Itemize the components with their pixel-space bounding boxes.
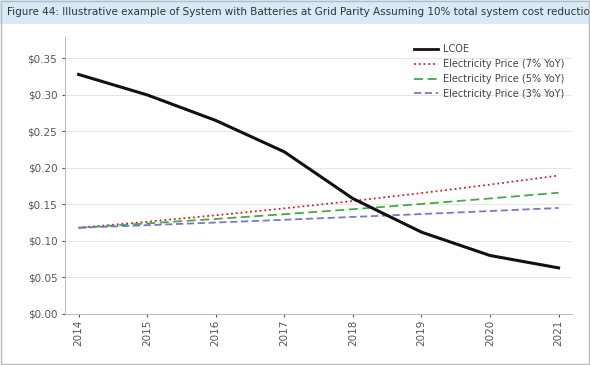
Legend: LCOE, Electricity Price (7% YoY), Electricity Price (5% YoY), Electricity Price : LCOE, Electricity Price (7% YoY), Electr… bbox=[411, 41, 568, 102]
Text: Figure 44: Illustrative example of System with Batteries at Grid Parity Assuming: Figure 44: Illustrative example of Syste… bbox=[7, 7, 590, 17]
